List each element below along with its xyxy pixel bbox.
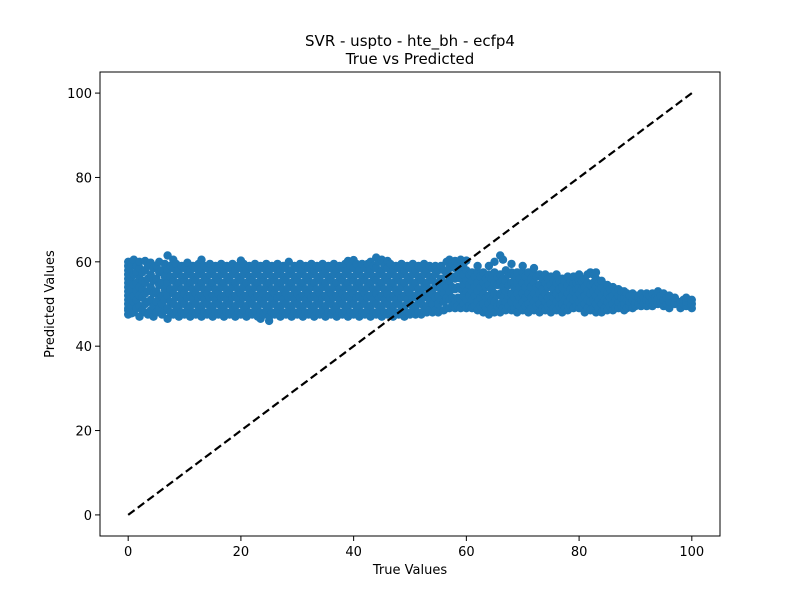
scatter-point-736	[518, 261, 527, 271]
x-tick-label-1: 20	[233, 545, 250, 560]
y-tick-label-4: 80	[75, 171, 92, 186]
y-tick-label-5: 100	[67, 87, 92, 102]
scatter-point-858	[591, 268, 601, 277]
y-tick-label-0: 0	[84, 509, 92, 524]
scatter-point-89	[163, 314, 172, 323]
scatter-point-949	[687, 295, 696, 304]
scatter-point-755	[529, 263, 539, 273]
y-tick-label-1: 20	[75, 425, 92, 440]
y-axis: 0 20 40 60 80 100	[67, 87, 100, 524]
chart-title-line-1: SVR - uspto - hte_bh - ecfp4	[305, 32, 515, 51]
scatter-point-717	[507, 259, 516, 269]
x-tick-label-0: 0	[124, 545, 132, 560]
x-tick-label-4: 80	[571, 545, 588, 560]
y-tick-label-3: 60	[75, 256, 92, 271]
scatter-point-702	[498, 255, 508, 264]
y-tick-label-2: 40	[75, 340, 92, 355]
scatter-point-658	[473, 261, 482, 271]
x-axis: 0 20 40 60 80 100	[124, 536, 704, 560]
scatter-point-156	[197, 255, 206, 264]
x-tick-label-3: 60	[458, 545, 475, 560]
x-axis-label: True Values	[372, 563, 447, 578]
scatter-point-687	[490, 257, 499, 266]
x-tick-label-5: 100	[679, 545, 704, 560]
identity-reference-line	[127, 92, 693, 516]
plot-area	[124, 92, 696, 516]
y-axis-label: Predicted Values	[43, 250, 58, 358]
axes-frame	[99, 71, 721, 537]
x-tick-label-2: 40	[345, 545, 362, 560]
chart-title-line-2: True vs Predicted	[345, 50, 475, 68]
